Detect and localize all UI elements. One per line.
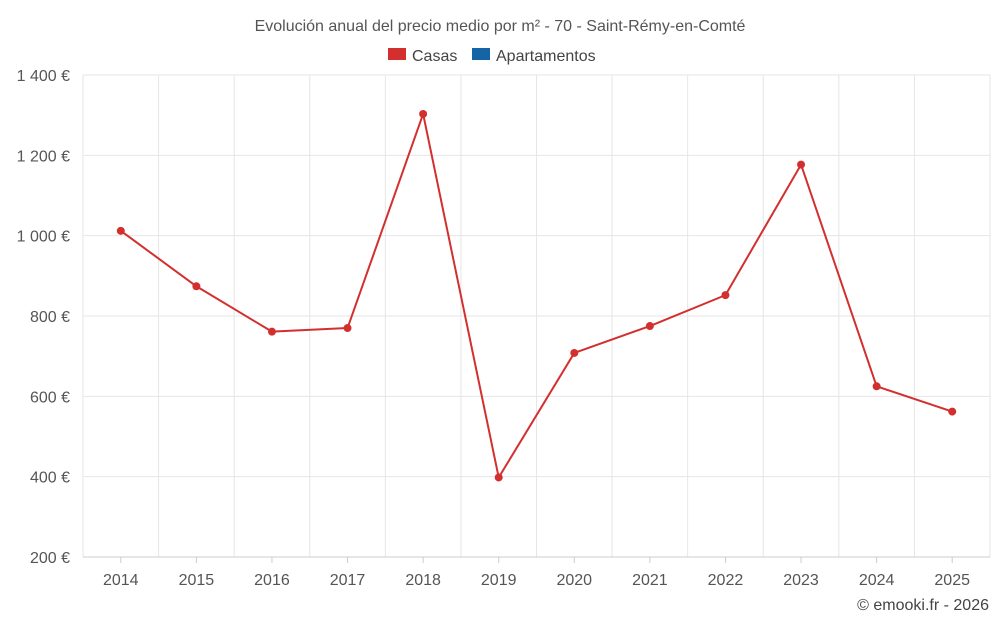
data-point-2025[interactable]	[948, 407, 957, 416]
x-tick-label: 2022	[708, 572, 744, 589]
y-tick-label: 1 400 €	[17, 68, 70, 85]
y-tick-label: 600 €	[30, 389, 70, 406]
x-tick-label: 2017	[330, 572, 366, 589]
legend-swatch-casas[interactable]	[388, 48, 406, 60]
axes: 200 € 400 € 600 € 800 € 1 000 € 1 200 € 1 400 …	[17, 68, 990, 589]
y-tick-label: 800 €	[30, 309, 70, 326]
legend: Casas Apartamentos	[388, 48, 596, 65]
chart-title: Evolución anual del precio medio por m² …	[255, 18, 746, 35]
credit-text: © emooki.fr - 2026	[857, 597, 989, 614]
grid	[82, 74, 991, 557]
data-point-2017[interactable]	[343, 324, 352, 333]
data-point-2021[interactable]	[645, 322, 654, 331]
y-tick-label: 1 200 €	[17, 148, 70, 165]
data-point-2023[interactable]	[797, 160, 806, 169]
x-tick-label: 2015	[179, 572, 215, 589]
y-tick-label: 400 €	[30, 470, 70, 487]
y-tick-label: 1 000 €	[17, 229, 70, 246]
data-point-2015[interactable]	[192, 282, 201, 291]
data-point-2020[interactable]	[570, 348, 579, 357]
legend-label-casas[interactable]: Casas	[412, 48, 457, 65]
x-tick-label: 2014	[103, 572, 139, 589]
data-point-2019[interactable]	[494, 473, 503, 482]
legend-swatch-apartamentos[interactable]	[472, 48, 490, 60]
x-tick-label: 2019	[481, 572, 517, 589]
x-tick-label: 2016	[254, 572, 290, 589]
x-tick-label: 2025	[934, 572, 970, 589]
x-tick-label: 2018	[405, 572, 441, 589]
data-point-2024[interactable]	[872, 382, 881, 391]
x-tick-label: 2021	[632, 572, 668, 589]
data-point-2016[interactable]	[267, 327, 276, 336]
data-point-2018[interactable]	[419, 109, 428, 118]
series-casas	[116, 109, 957, 482]
y-tick-label: 200 €	[30, 550, 70, 567]
series-line-casas	[120, 112, 953, 479]
x-tick-label: 2024	[859, 572, 895, 589]
x-tick-label: 2020	[556, 572, 592, 589]
legend-label-apartamentos[interactable]: Apartamentos	[496, 48, 596, 65]
x-tick-label: 2023	[783, 572, 819, 589]
data-point-2022[interactable]	[721, 291, 730, 300]
data-point-2014[interactable]	[116, 226, 125, 235]
